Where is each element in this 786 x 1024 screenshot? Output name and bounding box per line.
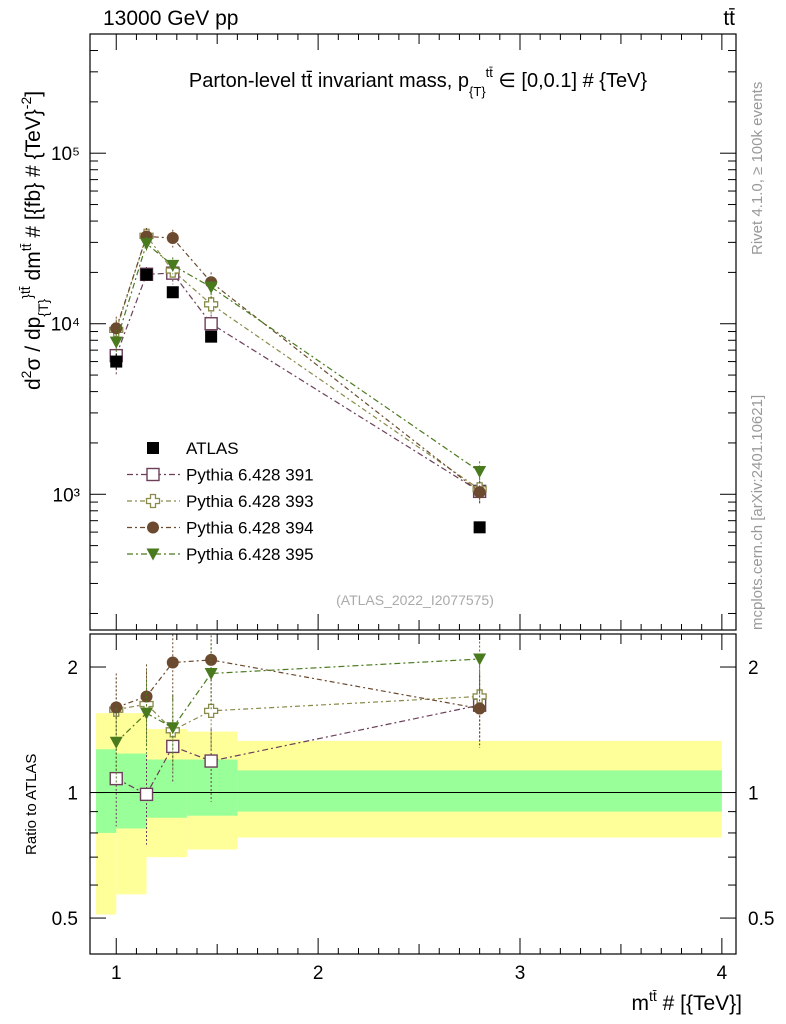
ratio-tick-label: 2 <box>67 658 78 679</box>
ratio-point <box>203 703 219 719</box>
rivet-label: Rivet 4.1.0, ≥ 100k events <box>749 82 766 255</box>
series-pythia-6-428-393 <box>109 228 487 503</box>
legend-marker <box>145 493 161 509</box>
process-label: tt̄ <box>723 7 735 30</box>
x-tick-label: 1 <box>111 963 122 984</box>
y-tick-label: 10⁴ <box>51 315 80 336</box>
series-line <box>115 235 480 493</box>
axis-tick-labels: 1 2 3 4 10³ 10⁴ 10⁵ 0.5 0.5 1 1 2 2 <box>51 144 775 984</box>
data-point <box>473 466 487 478</box>
ratio-point <box>139 787 154 802</box>
legend-marker <box>146 467 160 482</box>
data-point <box>473 521 486 534</box>
y-tick-label: 10³ <box>53 485 80 506</box>
data-point <box>473 486 486 499</box>
legend-entry: Pythia 6.428 394 <box>127 519 314 538</box>
data-point <box>204 317 218 331</box>
y-tick-label: 10⁵ <box>51 144 80 165</box>
data-point <box>166 232 179 245</box>
ratio-point <box>204 754 218 768</box>
legend-label: Pythia 6.428 395 <box>186 545 314 564</box>
ratio-tick-label-right: 0.5 <box>748 909 774 930</box>
x-tick-label: 2 <box>313 963 324 984</box>
axis-ticks <box>90 33 736 954</box>
series-atlas <box>110 268 486 534</box>
legend-marker <box>147 442 159 454</box>
x-tick-label: 3 <box>515 963 526 984</box>
chart-title: Parton-level tt̄ invariant mass, p{T}tt̄… <box>189 65 648 99</box>
data-point <box>110 322 123 335</box>
legend-label: Pythia 6.428 391 <box>186 466 314 485</box>
ratio-tick-label-right: 2 <box>748 658 759 679</box>
legend-marker <box>147 521 159 534</box>
legend-entry: ATLAS <box>147 439 239 458</box>
ratio-plot-frame <box>89 633 737 955</box>
series-pythia-6-428-395 <box>109 236 487 484</box>
series-line <box>115 242 480 472</box>
band-green <box>146 759 187 818</box>
data-point <box>109 336 123 349</box>
ratio-point <box>166 656 179 669</box>
data-point <box>140 268 153 281</box>
data-point <box>110 355 123 368</box>
legend-marker <box>146 548 160 561</box>
mcplots-label: mcplots.cern.ch [arXiv:2401.10621] <box>749 395 766 630</box>
legend-entry: Pythia 6.428 395 <box>127 545 314 564</box>
data-point <box>140 238 154 251</box>
main-plot-frame <box>89 33 737 631</box>
data-point <box>205 330 218 343</box>
ratio-line <box>116 659 480 710</box>
ratio-point <box>166 722 180 735</box>
legend: ATLAS Pythia 6.428 391 Pythia 6.428 393 Pyt… <box>127 439 314 564</box>
legend-entry: Pythia 6.428 391 <box>127 466 314 485</box>
ratio-plot-series <box>109 634 487 845</box>
legend-label: Pythia 6.428 394 <box>186 519 314 538</box>
x-axis-label: mtt̄ # [{TeV}] <box>631 988 742 1015</box>
ratio-point <box>110 701 123 714</box>
ratio-y-axis-label: Ratio to ATLAS <box>23 754 40 855</box>
y-axis-label: d2σ / dp{T}}tt̄ dmtt̄ # [{fb} # {TeV}-2] <box>17 91 51 390</box>
analysis-id: (ATLAS_2022_I2077575) <box>336 592 494 608</box>
legend-entry: Pythia 6.428 393 <box>127 492 314 511</box>
band-green <box>96 749 117 833</box>
data-point <box>204 281 218 294</box>
legend-label: Pythia 6.428 393 <box>186 492 314 511</box>
data-point <box>203 297 219 312</box>
x-tick-label: 4 <box>717 963 728 984</box>
ratio-tick-label-right: 1 <box>748 784 759 805</box>
band-green <box>237 770 722 812</box>
main-plot-series <box>109 227 487 534</box>
series-line <box>115 272 480 492</box>
ratio-tick-label: 1 <box>67 784 78 805</box>
data-point <box>166 286 179 299</box>
ratio-point <box>204 667 218 680</box>
ratio-point <box>473 653 487 666</box>
ratio-point <box>473 702 486 715</box>
legend-label: ATLAS <box>186 439 239 458</box>
ratio-point <box>140 707 154 720</box>
ratio-point <box>109 736 123 749</box>
series-line <box>115 234 480 490</box>
uncertainty-bands <box>96 713 722 915</box>
ratio-series-pythia-6-428-395 <box>109 634 487 784</box>
ratio-tick-label: 0.5 <box>52 909 78 930</box>
band-green <box>186 759 238 816</box>
data-point <box>166 259 180 272</box>
energy-label: 13000 GeV pp <box>103 7 238 30</box>
